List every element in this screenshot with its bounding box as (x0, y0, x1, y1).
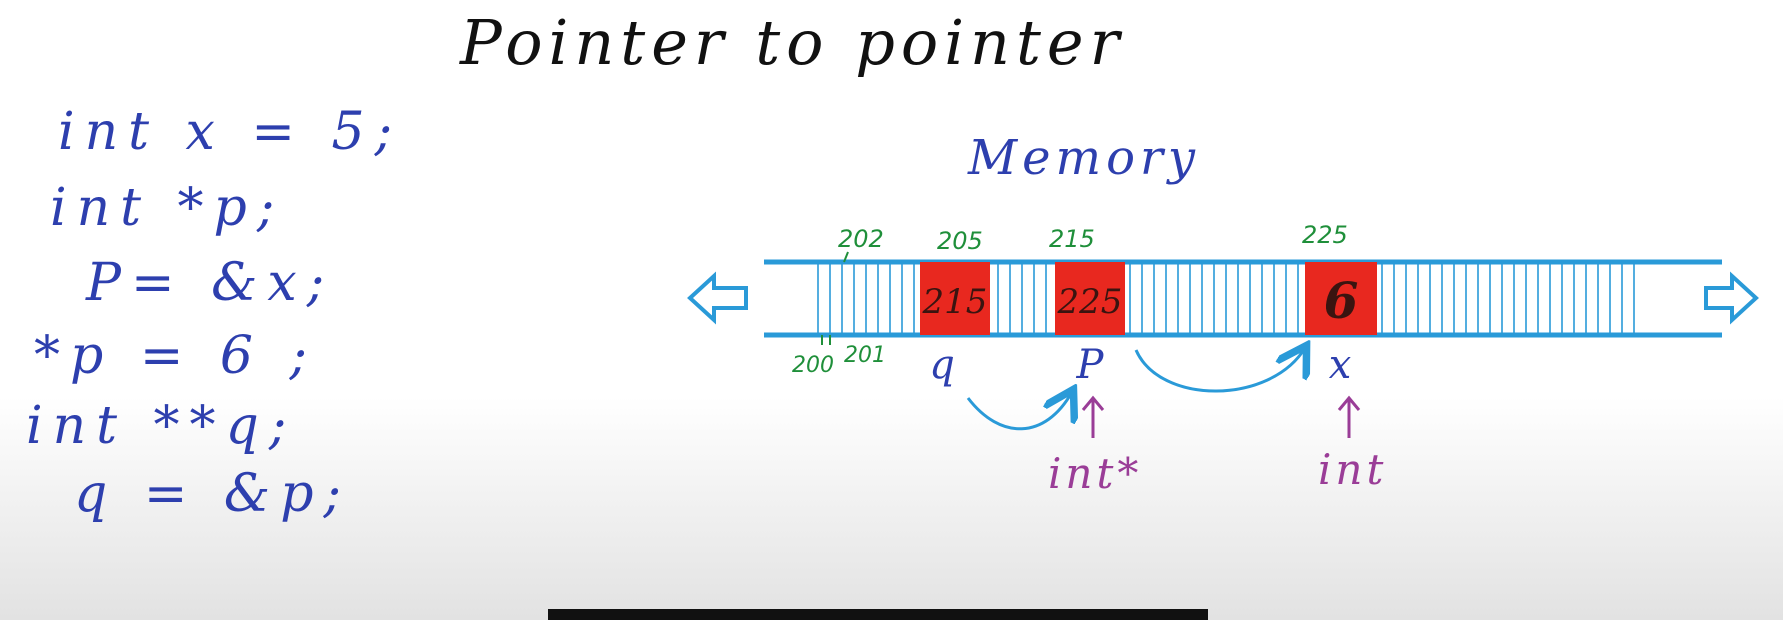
address-top-2: 205 (937, 227, 983, 255)
cell-p-value: 225 (1057, 282, 1123, 322)
scroll-left-arrow-icon (687, 271, 748, 325)
address-bottom-1: 200 (792, 353, 834, 378)
code-line-1: int x = 5; (58, 102, 403, 162)
address-top-3: 215 (1049, 225, 1095, 253)
type-arrowhead-p-icon (1081, 395, 1105, 411)
type-arrowhead-x-icon (1337, 395, 1361, 411)
code-line-6: q = &p; (74, 464, 352, 524)
cell-x-value: 6 (1324, 271, 1359, 330)
cell-p (1055, 262, 1125, 335)
memory-byte-dividers (817, 262, 1635, 335)
code-line-2: int *p; (50, 178, 285, 238)
type-label-x: int (1318, 445, 1387, 494)
address-tick-top (843, 251, 849, 263)
cell-q-value: 215 (922, 282, 988, 322)
code-line-3: P= &x; (86, 253, 335, 313)
var-name-p: P (1076, 342, 1105, 388)
var-name-q: q (929, 342, 955, 388)
var-name-x: x (1329, 342, 1352, 388)
pointer-arrow-p-to-x (1134, 348, 1305, 393)
scroll-right-arrow-icon (1704, 271, 1759, 325)
cell-q (920, 262, 990, 335)
subtitle-caption-bar (548, 609, 1208, 620)
type-label-p: int* (1048, 449, 1142, 498)
address-top-4: 225 (1302, 221, 1348, 249)
code-line-4: *p = 6 ; (34, 326, 318, 386)
address-bottom-2: 201 (844, 343, 886, 368)
memory-label: Memory (968, 130, 1201, 186)
page-title: Pointer to pointer (460, 6, 1126, 79)
address-top-1: 202 (838, 225, 884, 253)
code-line-5: int **q; (26, 396, 297, 456)
pointer-arrow-q-to-p (966, 392, 1072, 431)
cell-x (1305, 262, 1377, 335)
